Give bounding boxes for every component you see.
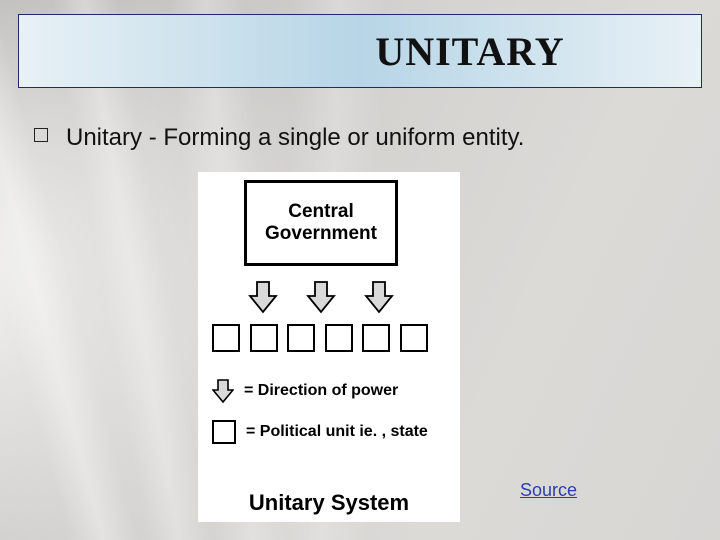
down-arrow-icon bbox=[248, 280, 278, 314]
down-arrow-icon bbox=[364, 280, 394, 314]
source-link[interactable]: Source bbox=[520, 480, 577, 501]
legend-arrow-label: = Direction of power bbox=[244, 382, 398, 400]
down-arrow-icon bbox=[306, 280, 336, 314]
political-unit-box bbox=[362, 324, 390, 352]
central-box-line2: Government bbox=[265, 223, 377, 245]
central-box-line1: Central bbox=[288, 201, 353, 223]
political-unit-box bbox=[325, 324, 353, 352]
political-unit-box bbox=[400, 324, 428, 352]
bullet-text: Unitary - Forming a single or uniform en… bbox=[66, 122, 524, 153]
legend: = Direction of power = Political unit ie… bbox=[212, 378, 428, 460]
political-unit-box bbox=[212, 324, 240, 352]
unitary-diagram: Central Government = Direction of power bbox=[198, 172, 460, 522]
down-arrow-icon bbox=[212, 378, 234, 404]
legend-square-row: = Political unit ie. , state bbox=[212, 420, 428, 444]
political-units-row bbox=[212, 324, 428, 352]
central-government-box: Central Government bbox=[244, 180, 398, 266]
slide-title: UNITARY bbox=[375, 28, 564, 75]
legend-arrow-row: = Direction of power bbox=[212, 378, 428, 404]
square-icon bbox=[212, 420, 236, 444]
bullet-square-icon bbox=[34, 128, 48, 142]
arrow-row bbox=[248, 280, 394, 314]
bullet-row: Unitary - Forming a single or uniform en… bbox=[34, 122, 524, 153]
title-bar: UNITARY bbox=[18, 14, 702, 88]
political-unit-box bbox=[250, 324, 278, 352]
political-unit-box bbox=[287, 324, 315, 352]
diagram-caption: Unitary System bbox=[198, 490, 460, 516]
legend-square-label: = Political unit ie. , state bbox=[246, 423, 428, 441]
